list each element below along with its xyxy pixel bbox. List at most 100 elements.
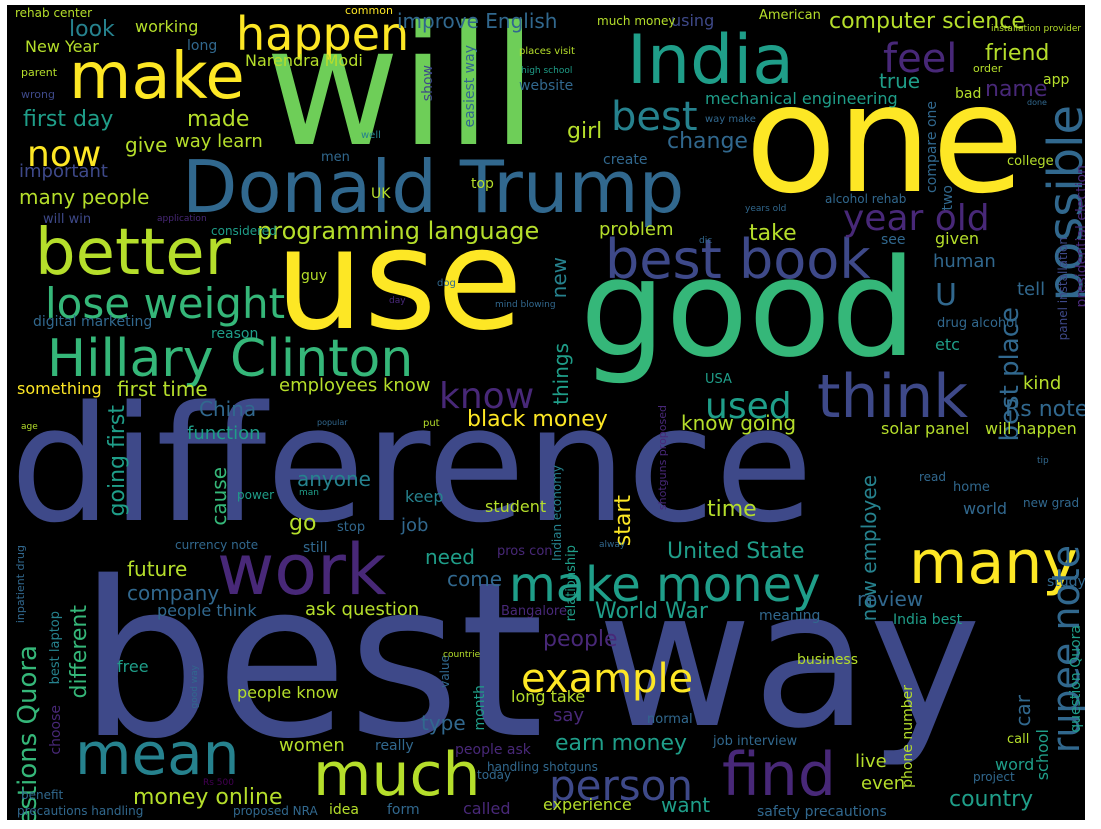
word-happen: happen <box>236 7 410 61</box>
word-something: something <box>17 379 102 398</box>
word-review: review <box>857 587 924 611</box>
word-compare-one: compare one <box>924 101 940 193</box>
word-long: long <box>187 38 218 54</box>
word-see: see <box>881 232 906 248</box>
word-installation-provider: installation provider <box>991 24 1082 34</box>
word-rs-500: Rs 500 <box>203 778 234 788</box>
word-men: men <box>321 150 350 165</box>
word-best-book: best book <box>605 228 871 291</box>
word-dic: dic <box>699 236 713 246</box>
word-anyone: anyone <box>297 467 371 491</box>
word-different: different <box>67 605 92 699</box>
word-china: China <box>199 397 257 421</box>
word-need: need <box>425 545 475 569</box>
word-company: company <box>127 581 220 605</box>
word-easiest-way: easiest way <box>462 45 478 128</box>
word-way: way <box>597 549 982 770</box>
word-alway: alway <box>599 540 626 550</box>
word-years-old: years old <box>745 204 787 214</box>
word-person: person <box>549 761 693 810</box>
word-will: will <box>265 5 538 183</box>
word-future: future <box>127 557 188 581</box>
word-student: student <box>485 497 547 516</box>
word-difference: difference <box>10 371 814 558</box>
word-new: new <box>547 257 571 299</box>
word-study: study <box>1047 574 1085 590</box>
word-parent: parent <box>21 66 58 79</box>
word-stop: stop <box>337 520 366 535</box>
word-mind-blowing: mind blowing <box>495 300 556 310</box>
word-will-happen: will happen <box>985 419 1077 438</box>
word-month: month <box>472 685 488 731</box>
word-many: many <box>909 528 1078 598</box>
word-inpatient-drug: inpatient drug <box>14 545 27 624</box>
word-world: world <box>963 499 1008 518</box>
word-even: even <box>861 773 906 794</box>
word-come: come <box>447 567 503 591</box>
word-well: well <box>361 130 381 141</box>
word-black-money: black money <box>467 407 608 432</box>
word-normal: normal <box>647 712 693 727</box>
word-example: example <box>521 656 694 702</box>
word-hillary-clinton: Hillary Clinton <box>47 329 414 389</box>
word-much: much <box>313 740 481 810</box>
word-live: live <box>855 751 887 772</box>
word-first-day: first day <box>23 107 114 132</box>
word-job: job <box>401 515 429 536</box>
word-new-grad: new grad <box>1023 496 1080 510</box>
word-bangalore: Bangalore <box>501 604 567 619</box>
word-narendra-modi: Narendra Modi <box>245 51 363 70</box>
word-business: business <box>797 652 859 668</box>
word-word: word <box>995 755 1035 774</box>
word-precautions-handling: precautions handling <box>17 804 144 818</box>
word-website: website <box>519 78 574 94</box>
word-create: create <box>603 152 648 168</box>
word-reason: reason <box>211 326 259 342</box>
word-american: American <box>759 8 821 23</box>
word-choose: choose <box>48 705 64 755</box>
word-way-make: way make <box>705 114 756 125</box>
word-earn-money: earn money <box>555 731 687 756</box>
word-really: really <box>375 738 414 754</box>
word-top: top <box>471 176 494 192</box>
word-benefit: benefit <box>21 788 64 802</box>
word-best-mid: best <box>611 94 698 140</box>
word-want: want <box>661 793 711 817</box>
word-friend: friend <box>985 41 1050 66</box>
word-change: change <box>667 129 748 154</box>
word-usa: USA <box>705 372 732 387</box>
word-money-online: money online <box>133 785 283 810</box>
word-presidential-election: presidential election <box>1074 165 1085 308</box>
word-digital-marketing: digital marketing <box>33 314 153 330</box>
word-one: one <box>745 53 1025 227</box>
word-year-old: year old <box>843 198 990 239</box>
word-home: home <box>953 480 990 495</box>
word-new-year: New Year <box>25 37 99 56</box>
word-country: country <box>949 787 1034 812</box>
word-improve-english: improve English <box>397 9 558 33</box>
word-given: given <box>935 229 980 248</box>
word-two: two <box>940 185 956 211</box>
word-common: common <box>345 5 393 17</box>
word-make-money: make money <box>509 557 821 613</box>
word-way-learn: way learn <box>175 131 263 152</box>
word-order: order <box>973 62 1003 75</box>
word-done: done <box>1027 98 1047 107</box>
word-countrie: countrie <box>443 650 481 660</box>
word-free: free <box>117 657 149 676</box>
word-meaning: meaning <box>759 608 821 624</box>
word-bad: bad <box>955 86 982 102</box>
word-alcohol-rehab: alcohol rehab <box>825 192 907 206</box>
word-power: power <box>237 488 275 502</box>
word-cloud: difference best way will one good use Do… <box>7 5 1085 820</box>
word-guy: guy <box>301 268 328 284</box>
word-panel-installation: panel installation <box>1056 237 1070 341</box>
word-things: things <box>549 343 573 405</box>
word-important: important <box>19 161 108 182</box>
word-rs-note: Rs note <box>1005 397 1085 422</box>
word-uk: UK <box>371 186 391 202</box>
word-go: go <box>289 511 317 536</box>
word-cause: cause <box>207 467 231 526</box>
word-world-war: World War <box>595 599 708 624</box>
word-wrong: wrong <box>21 88 55 101</box>
